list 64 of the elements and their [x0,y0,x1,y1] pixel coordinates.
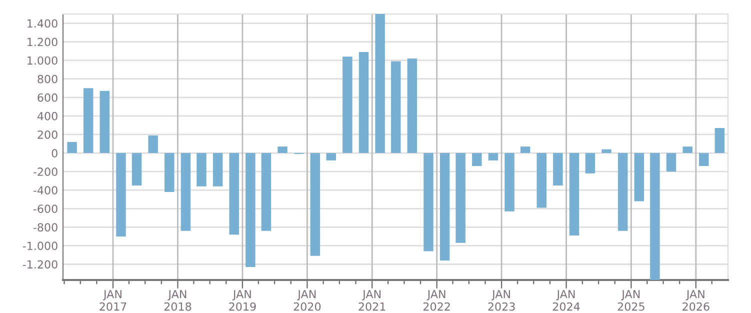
y-tick-label: -1.000 [22,242,58,250]
y-tick-label: 0 [52,149,58,158]
y-tick-label: -1.200 [22,260,58,269]
x-tick-label: JAN 2026 [682,290,710,311]
bar [196,153,206,186]
bar [180,153,191,231]
bar [714,128,725,154]
bar [407,58,418,154]
bar [148,135,158,154]
bar [342,56,352,154]
bar [375,14,385,154]
x-tick-label: JAN 2024 [552,290,580,311]
y-tick-label: 200 [38,130,58,139]
bar [132,153,142,186]
bar [553,153,563,186]
x-tick-label: JAN 2022 [423,290,450,311]
bar [100,90,110,154]
bar [699,153,709,166]
bar [358,52,369,154]
bar [116,153,126,236]
bar [666,153,676,172]
bar [261,153,272,231]
bar [536,153,546,208]
bar [310,153,320,256]
y-tick-label: -400 [33,186,58,194]
y-tick-label: -200 [33,168,58,176]
bar [246,153,256,268]
y-tick-label: -600 [33,204,58,214]
bar [229,153,240,235]
y-tick-label: 600 [38,93,58,102]
y-tick-label: 400 [37,112,58,120]
bar [212,153,223,186]
y-tick-label: 1.400 [28,19,58,28]
x-tick-label: JAN 2025 [618,290,644,311]
bar [618,153,628,231]
x-tick-label: JAN 2021 [358,290,386,311]
bar [278,146,288,154]
x-tick-label: JAN 2017 [100,290,126,311]
y-tick-label: 800 [38,74,58,84]
bar [488,153,498,160]
bar [472,153,482,166]
bar [650,153,660,280]
bar [83,88,94,154]
bar [164,153,174,192]
y-tick-label: 1.200 [28,38,58,46]
x-tick-label: JAN 2019 [229,290,256,311]
bar [634,153,644,202]
bar [440,153,450,261]
bar [424,153,434,252]
bar [569,153,580,236]
bar [326,153,336,160]
bar [585,153,596,174]
bar [682,146,692,154]
bar [456,153,466,243]
bar [67,142,77,154]
x-tick-label: JAN 2023 [488,290,515,311]
bar [602,149,612,154]
y-tick-label: -800 [33,223,58,232]
x-tick-label: JAN 2020 [294,290,321,311]
y-tick-label: 1.000 [28,56,58,65]
bar [504,153,514,212]
x-tick-label: JAN 2018 [164,290,192,311]
bar [390,61,401,154]
bar [520,146,530,154]
